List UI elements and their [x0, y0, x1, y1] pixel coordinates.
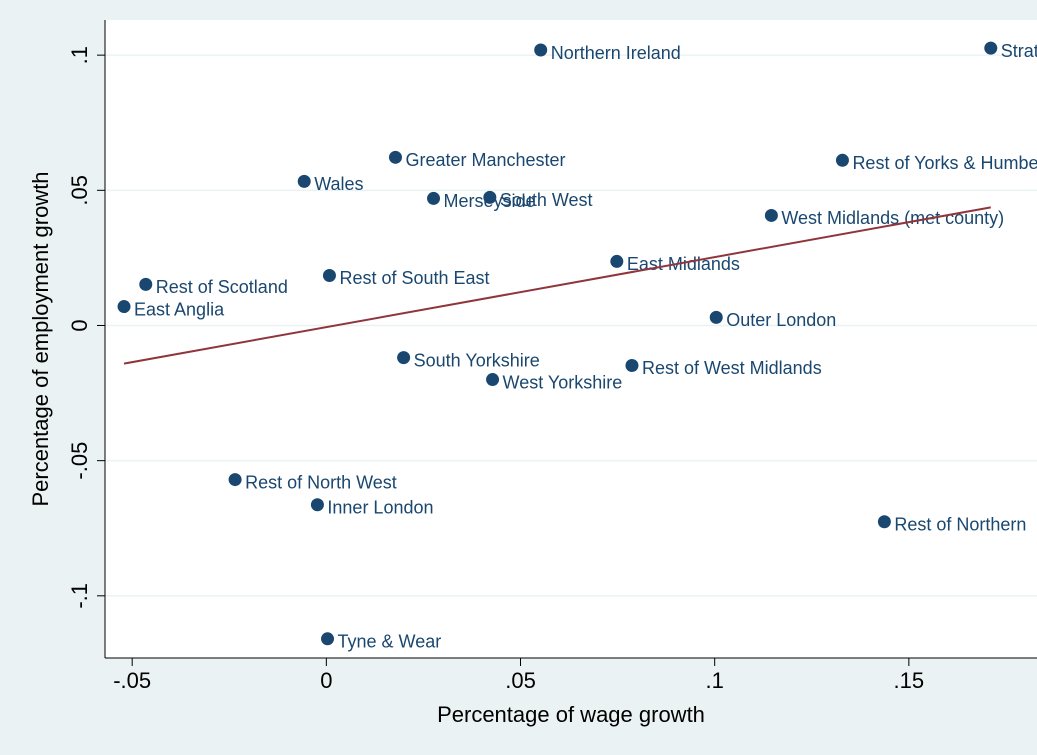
point-label: East Anglia — [134, 299, 225, 319]
y-tick-label: 0 — [67, 319, 92, 331]
point-label: Rest of South East — [339, 268, 489, 288]
point-label: South West — [500, 190, 593, 210]
point — [877, 515, 891, 529]
fit-line — [123, 206, 991, 365]
y-tick-label: -.05 — [67, 442, 92, 480]
point — [321, 632, 335, 646]
x-tick-label: -.05 — [113, 668, 151, 693]
point-label: Rest of Northern — [894, 514, 1026, 534]
point-label: West Midlands (met county) — [781, 208, 1004, 228]
point — [322, 268, 336, 282]
point — [709, 310, 723, 324]
point — [610, 254, 624, 268]
point-label: South Yorkshire — [414, 350, 540, 370]
x-tick-label: .05 — [505, 668, 536, 693]
point — [486, 373, 500, 387]
y-tick-label: .1 — [67, 46, 92, 64]
y-axis-label: Percentage of employment growth — [28, 171, 53, 506]
point — [388, 150, 402, 164]
point — [835, 153, 849, 167]
point — [764, 208, 778, 222]
point — [534, 43, 548, 57]
point — [397, 351, 411, 365]
point-label: Rest of North West — [245, 472, 397, 492]
x-tick-label: 0 — [320, 668, 332, 693]
point — [139, 277, 153, 291]
point-label: Tyne & Wear — [338, 632, 442, 652]
point-label: Wales — [314, 174, 363, 194]
point-label: East Midlands — [627, 254, 740, 274]
point-label: Rest of Yorks & Humber — [852, 153, 1037, 173]
x-tick-label: .15 — [894, 668, 925, 693]
point — [483, 190, 497, 204]
plot-area — [105, 20, 1037, 658]
point-label: Rest of West Midlands — [642, 358, 822, 378]
y-tick-label: .05 — [67, 175, 92, 206]
point-label: Inner London — [327, 497, 433, 517]
point — [228, 473, 242, 487]
point-label: Northern Ireland — [551, 43, 681, 63]
point — [310, 498, 324, 512]
point-label: Strathclyde — [1001, 41, 1037, 61]
point-label: Greater Manchester — [405, 150, 565, 170]
point — [625, 358, 639, 372]
point-label: Rest of Scotland — [156, 277, 288, 297]
x-axis-label: Percentage of wage growth — [437, 702, 705, 727]
point — [117, 300, 131, 314]
point — [297, 174, 311, 188]
x-tick-label: .1 — [706, 668, 724, 693]
point-label: Outer London — [726, 310, 836, 330]
point — [427, 191, 441, 205]
point-label: West Yorkshire — [503, 372, 623, 392]
point — [984, 41, 998, 55]
y-tick-label: -.1 — [67, 583, 92, 609]
